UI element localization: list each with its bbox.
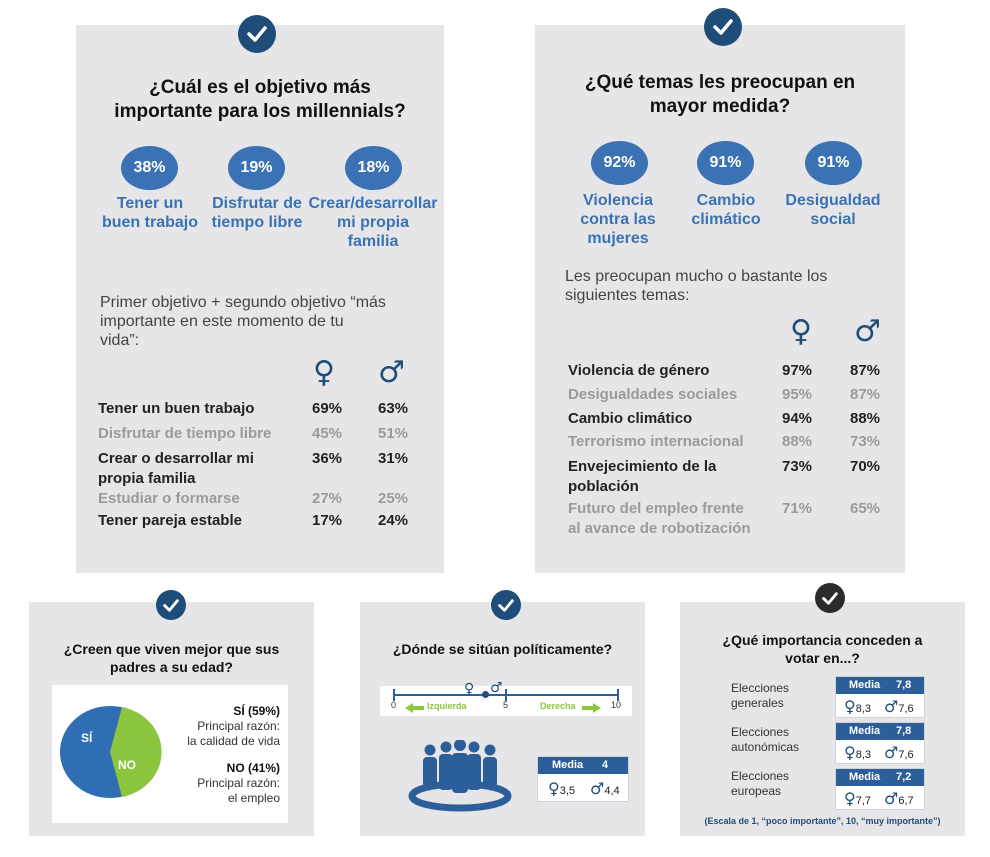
female-icon: ♀ xyxy=(844,743,856,762)
concern-label-2: Cambio climático xyxy=(691,192,761,228)
male-icon: ♂ xyxy=(884,697,899,716)
concerns-title: ¿Qué temas les preocupan en mayor medida? xyxy=(584,72,856,117)
concern-circle-2: 91% xyxy=(697,141,754,185)
pie-chart: SÍ NO xyxy=(60,706,162,798)
pie-slice-no xyxy=(110,707,162,797)
media-box-generales: Media 7,8 ♀8,3 ♂7,6 xyxy=(835,676,925,718)
concern-circle-1: 92% xyxy=(591,141,648,185)
objectives-title: ¿Cuál es el objetivo más importante para … xyxy=(114,77,406,122)
election-label-autonomicas: Elecciones autonómicas xyxy=(731,725,800,754)
concerns-panel xyxy=(535,25,905,573)
scale-mean-dot xyxy=(482,691,489,698)
scale-max-label: 10 xyxy=(611,700,622,710)
female-icon: ♀ xyxy=(844,789,856,808)
male-icon: ♂ xyxy=(884,743,899,762)
check-icon xyxy=(704,8,742,46)
female-icon: ♀ xyxy=(790,314,812,349)
political-media-box: Media 4 ♀3,5 ♂4,4 xyxy=(537,756,629,802)
left-arrow-shaft xyxy=(412,706,424,710)
objective-label-1: Tener un buen trabajo xyxy=(101,195,198,231)
pie-legend: SÍ (59%) Principal razón: la calidad de … xyxy=(187,704,280,805)
female-icon: ♀ xyxy=(313,355,335,390)
pie-label-no: NO xyxy=(118,758,136,772)
check-icon xyxy=(238,15,276,53)
voting-footnote: (Escala de 1, “poco importante”, 10, “mu… xyxy=(704,816,941,826)
election-label-generales: Elecciones generales xyxy=(731,681,790,710)
male-icon: ♂ xyxy=(378,355,405,390)
right-arrow-shaft xyxy=(582,706,594,710)
voting-title: ¿Qué importancia conceden a votar en...? xyxy=(722,632,923,666)
objective-label-2: Disfrutar de tiempo libre xyxy=(211,195,303,231)
scale-tick-5 xyxy=(505,689,507,701)
concern-label-3: Desigualdad social xyxy=(785,192,881,228)
media-box-europeas: Media 7,2 ♀7,7 ♂6,7 xyxy=(835,768,925,810)
objective-circle-1: 38% xyxy=(121,146,178,190)
scale-min-label: 0 xyxy=(391,700,397,710)
objective-circle-2: 19% xyxy=(228,146,285,190)
pie-label-si: SÍ xyxy=(81,730,93,745)
political-scale: ♀ ♂ 0 5 10 Izquierda Derecha xyxy=(380,680,632,716)
scale-female-marker: ♀ xyxy=(464,681,475,697)
check-icon xyxy=(491,590,521,620)
concerns-note: Les preocupan mucho o bastante los siguie… xyxy=(565,268,828,304)
objective-label-3: Crear/desarrollar mi propia familia xyxy=(308,195,438,250)
better-than-parents-title: ¿Creen que viven mejor que sus padres a s… xyxy=(63,641,280,675)
scale-male-marker: ♂ xyxy=(490,680,503,696)
scale-tick-0 xyxy=(393,689,395,701)
people-group-icon xyxy=(408,740,512,812)
political-title: ¿Dónde se sitúan políticamente? xyxy=(392,641,613,657)
male-icon: ♂ xyxy=(590,779,605,798)
objectives-note: Primer objetivo + segundo objetivo “más i… xyxy=(100,294,386,349)
scale-tick-10 xyxy=(617,689,619,701)
check-icon xyxy=(815,583,845,613)
concern-label-1: Violencia contra las mujeres xyxy=(580,192,656,247)
media-box-autonomicas: Media 7,8 ♀8,3 ♂7,6 xyxy=(835,722,925,764)
female-icon: ♀ xyxy=(844,697,856,716)
scale-mid-label: 5 xyxy=(503,700,509,710)
right-arrow-icon xyxy=(593,703,601,713)
male-icon: ♂ xyxy=(884,789,899,808)
check-icon xyxy=(156,590,186,620)
male-icon: ♂ xyxy=(854,314,881,349)
concern-circle-3: 91% xyxy=(805,141,862,185)
scale-left-label: Izquierda xyxy=(427,701,467,711)
election-label-europeas: Elecciones europeas xyxy=(731,769,790,798)
scale-right-label: Derecha xyxy=(540,701,576,711)
objective-circle-3: 18% xyxy=(345,146,402,190)
objectives-panel xyxy=(76,25,444,573)
female-icon: ♀ xyxy=(548,779,560,798)
left-arrow-icon xyxy=(405,703,413,713)
